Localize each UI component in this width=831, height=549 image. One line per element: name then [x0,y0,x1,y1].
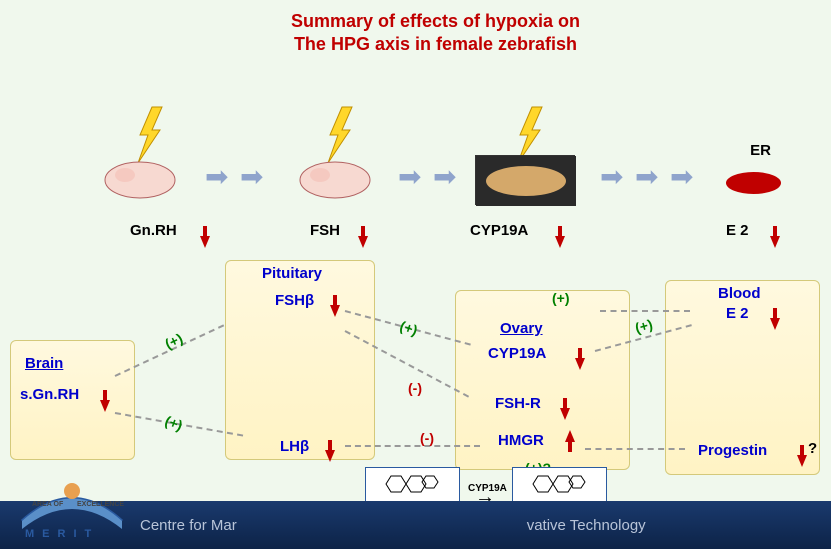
blood-e2-down [770,318,780,330]
sign-plus-5: (+) [633,316,654,336]
gonad-image [475,155,575,205]
fsh-down-arrow [358,236,368,248]
pituitary-title: Pituitary [262,265,322,282]
fshb-label: FSHβ [275,292,314,309]
title-line-2: The HPG axis in female zebrafish [120,33,751,56]
progestin-q: ? [808,440,817,457]
sign-plus-4: (+) [552,290,570,306]
banner-left: Centre for Mar [140,517,237,534]
dash-ovary-blood-1 [600,310,690,312]
er-label: ER [750,142,771,159]
progestin-label: Progestin [698,442,767,459]
banner-right: vative Technology [527,517,646,534]
e2-label: E 2 [726,222,749,239]
sgnrh-down-arrow [100,400,110,412]
hmgr-label: HMGR [498,432,544,449]
gnrh-label: Gn.RH [130,222,177,239]
sign-plus-1: (+) [162,330,185,352]
dash-lhb-hmgr [345,445,480,447]
sign-plus-2: (+) [163,412,185,433]
sign-minus-2: (-) [420,430,434,446]
sign-minus-1: (-) [408,380,422,396]
fsh-label: FSH [310,222,340,239]
dash-hmgr-progestin [585,448,685,450]
svg-text:MERIT: MERIT [25,528,99,540]
svg-text:EXCELLENCE: EXCELLENCE [77,501,124,508]
arrow-pituitary-gonad: ➡ [398,160,421,193]
sgnrh-label: s.Gn.RH [20,386,79,403]
arrow-gonad-er-3: ➡ [670,160,693,193]
er-oval [726,172,781,194]
lhb-label: LHβ [280,438,309,455]
sign-plus-3: (+) [398,318,420,339]
ovary-title: Ovary [500,320,543,337]
ovary-cyp19a-down [575,358,585,370]
blood-e2-label: E 2 [726,305,749,322]
brain-shape-2 [295,155,375,205]
arrow-pituitary-gonad-2: ➡ [433,160,456,193]
arrow-brain-pituitary: ➡ [205,160,228,193]
progestin-down [797,455,807,467]
e2-down-arrow [770,236,780,248]
ovary-cyp19a-label: CYP19A [488,345,546,362]
blood-title: Blood [718,285,761,302]
brain-title: Brain [25,355,63,372]
hmgr-up [565,430,575,442]
merit-logo: AREA OF EXCELLENCE MERIT [12,471,132,541]
svg-text:AREA OF: AREA OF [32,501,64,508]
lhb-down-arrow [325,450,335,462]
page-title: Summary of effects of hypoxia on The HPG… [120,10,751,57]
pituitary-box [225,260,375,460]
brain-shape-1 [100,155,180,205]
gnrh-down-arrow [200,236,210,248]
arrow-gonad-er-2: ➡ [635,160,658,193]
title-line-1: Summary of effects of hypoxia on [120,10,751,33]
arrow-brain-pituitary-2: ➡ [240,160,263,193]
fshr-label: FSH-R [495,395,541,412]
fshb-down-arrow [330,305,340,317]
cyp19a-down-arrow [555,236,565,248]
cyp19a-label: CYP19A [470,222,528,239]
arrow-gonad-er: ➡ [600,160,623,193]
fshr-down [560,408,570,420]
